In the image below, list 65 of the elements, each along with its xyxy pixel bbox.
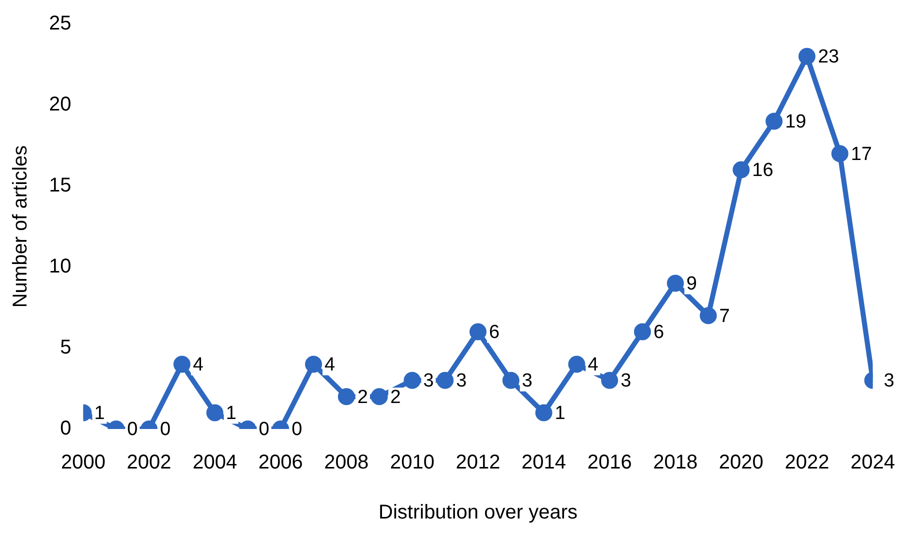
point [470, 323, 486, 340]
point [206, 404, 224, 422]
x-tick-label: 2006 [258, 452, 303, 474]
point [338, 388, 355, 406]
x-tick-label: 2000 [60, 452, 106, 474]
data-label: 3 [456, 370, 467, 392]
y-tick-label: 0 [60, 418, 72, 440]
point [700, 307, 717, 324]
data-label: 23 [818, 46, 840, 68]
x-axis-title: Distribution over years [378, 502, 578, 524]
y-tick-label: 25 [48, 12, 72, 35]
x-tick-label: 2018 [653, 452, 698, 474]
point [732, 161, 750, 178]
data-label: 7 [719, 306, 730, 327]
data-label: 1 [226, 403, 236, 424]
data-label: 4 [588, 354, 599, 376]
data-label: 16 [752, 160, 774, 182]
point [535, 404, 552, 422]
data-label: 3 [620, 370, 632, 392]
y-tick-label: 10 [48, 256, 72, 278]
data-label: 0 [258, 419, 270, 440]
x-tick-label: 2002 [126, 452, 172, 474]
x-tick-label: 2020 [718, 452, 764, 474]
data-label: 0 [160, 419, 171, 440]
data-label: 6 [653, 322, 664, 344]
data-label: 3 [884, 370, 894, 392]
data-label: 1 [554, 403, 566, 424]
data-label: 6 [489, 322, 500, 344]
point [502, 372, 520, 389]
data-label: 1 [94, 403, 105, 424]
x-tick-label: 2012 [456, 452, 500, 474]
data-label: 2 [390, 386, 401, 408]
data-label: 0 [292, 419, 302, 440]
x-tick-label: 2022 [784, 452, 830, 474]
data-label: 4 [192, 354, 204, 376]
point [798, 48, 816, 65]
y-tick-label: 15 [48, 174, 72, 197]
point [634, 323, 651, 340]
data-label: 3 [423, 370, 434, 392]
point [370, 388, 388, 406]
point [305, 356, 322, 373]
x-tick-label: 2004 [192, 452, 238, 474]
data-label: 2 [357, 386, 368, 408]
data-label: 0 [127, 419, 138, 440]
point [404, 372, 421, 389]
data-label: 19 [785, 111, 806, 132]
x-tick-label: 2008 [324, 452, 369, 474]
point [173, 356, 190, 373]
point [601, 372, 618, 389]
x-tick-label: 2016 [587, 452, 632, 474]
y-axis-title: Number of articles [10, 145, 32, 308]
point [666, 274, 684, 292]
data-label: 9 [686, 273, 697, 294]
data-label: 3 [522, 370, 532, 392]
point [766, 112, 783, 130]
x-tick-label: 2014 [522, 452, 566, 474]
y-tick-label: 5 [60, 336, 72, 359]
x-tick-label: 2010 [390, 452, 434, 474]
data-label: 17 [850, 144, 872, 165]
point [436, 372, 454, 389]
data-label: 4 [324, 354, 336, 376]
point [568, 356, 586, 373]
point [831, 145, 848, 162]
x-tick-label: 2024 [850, 452, 896, 474]
y-tick-label: 20 [48, 94, 72, 116]
